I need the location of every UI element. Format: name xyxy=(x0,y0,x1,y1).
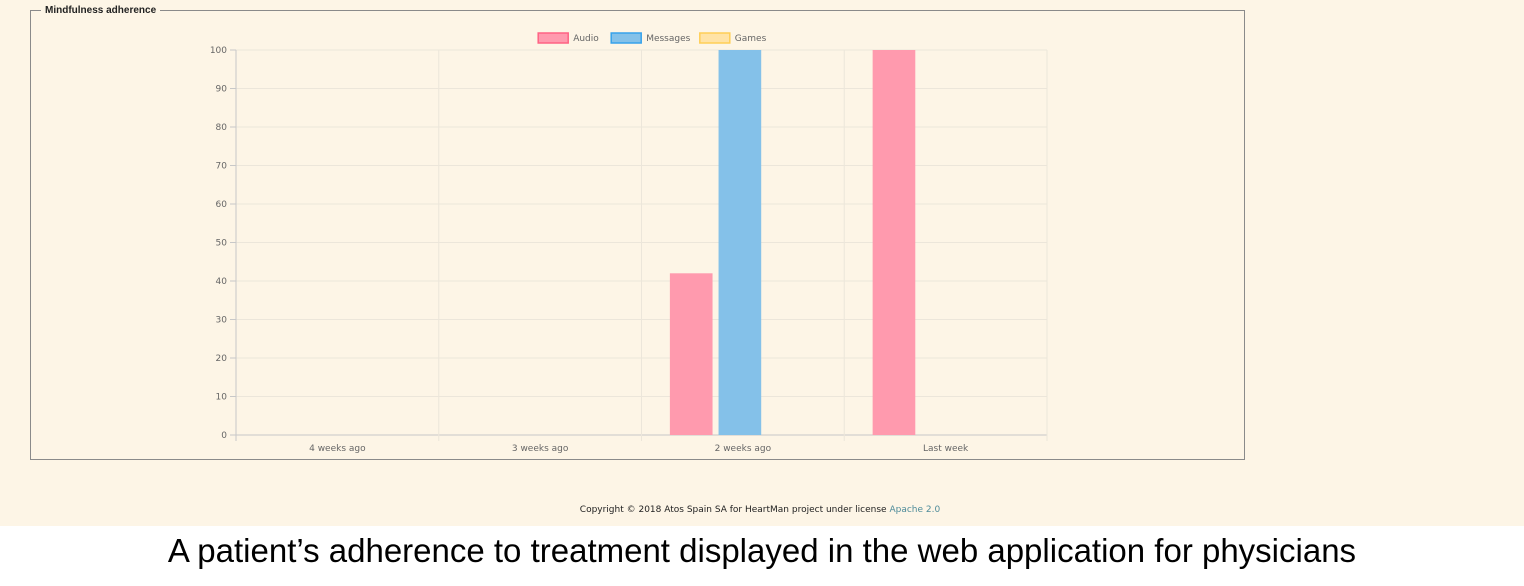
legend-label-audio[interactable]: Audio xyxy=(573,34,599,44)
figure-caption: A patient’s adherence to treatment displ… xyxy=(167,532,1357,569)
license-link[interactable]: Apache 2.0 xyxy=(889,505,941,515)
y-tick-label: 100 xyxy=(210,46,227,56)
x-tick-label: 4 weeks ago xyxy=(309,444,366,454)
y-tick-label: 90 xyxy=(216,85,228,95)
chart-legend[interactable]: Audio Messages Games xyxy=(537,32,767,44)
footer: Copyright © 2018 Atos Spain SA for Heart… xyxy=(0,505,1520,515)
legend-swatch-audio[interactable] xyxy=(537,32,569,44)
legend-swatch-games[interactable] xyxy=(699,32,731,44)
bar-messages[interactable] xyxy=(718,50,762,435)
panel-legend: Mindfulness adherence xyxy=(45,5,157,16)
y-tick-label: 40 xyxy=(216,277,228,287)
y-tick-label: 0 xyxy=(221,431,227,441)
x-tick-label: 2 weeks ago xyxy=(715,444,772,454)
y-tick-label: 50 xyxy=(216,239,228,249)
y-tick-label: 30 xyxy=(216,316,228,326)
y-tick-label: 70 xyxy=(216,162,228,172)
legend-label-messages[interactable]: Messages xyxy=(646,34,690,44)
y-tick-label: 20 xyxy=(216,354,228,364)
y-tick-label: 60 xyxy=(216,200,228,210)
x-tick-label: Last week xyxy=(923,444,969,454)
x-axis-ticks: 4 weeks ago 3 weeks ago 2 weeks ago Last we… xyxy=(309,444,969,454)
adherence-bar-chart: 0 10 20 30 40 50 60 70 80 90 100 4 weeks ago 3 week… xyxy=(210,32,1048,454)
legend-swatch-messages[interactable] xyxy=(610,32,642,44)
mindfulness-adherence-panel: Mindfulness adherence xyxy=(30,5,1245,460)
chart-grid xyxy=(230,49,1048,441)
y-axis-ticks: 0 10 20 30 40 50 60 70 80 90 100 xyxy=(210,46,227,441)
app-window: Mindfulness adherence 0 10 20 30 40 50 60 70 80 9… xyxy=(0,0,1524,526)
footer-copyright: Copyright © 2018 Atos Spain SA for Heart… xyxy=(579,505,890,515)
y-tick-label: 10 xyxy=(216,393,228,403)
legend-label-games[interactable]: Games xyxy=(735,34,767,44)
bar-audio[interactable] xyxy=(872,50,916,435)
x-tick-label: 3 weeks ago xyxy=(512,444,569,454)
bar-audio[interactable] xyxy=(669,273,713,435)
y-tick-label: 80 xyxy=(216,123,228,133)
chart-bars xyxy=(669,50,916,435)
